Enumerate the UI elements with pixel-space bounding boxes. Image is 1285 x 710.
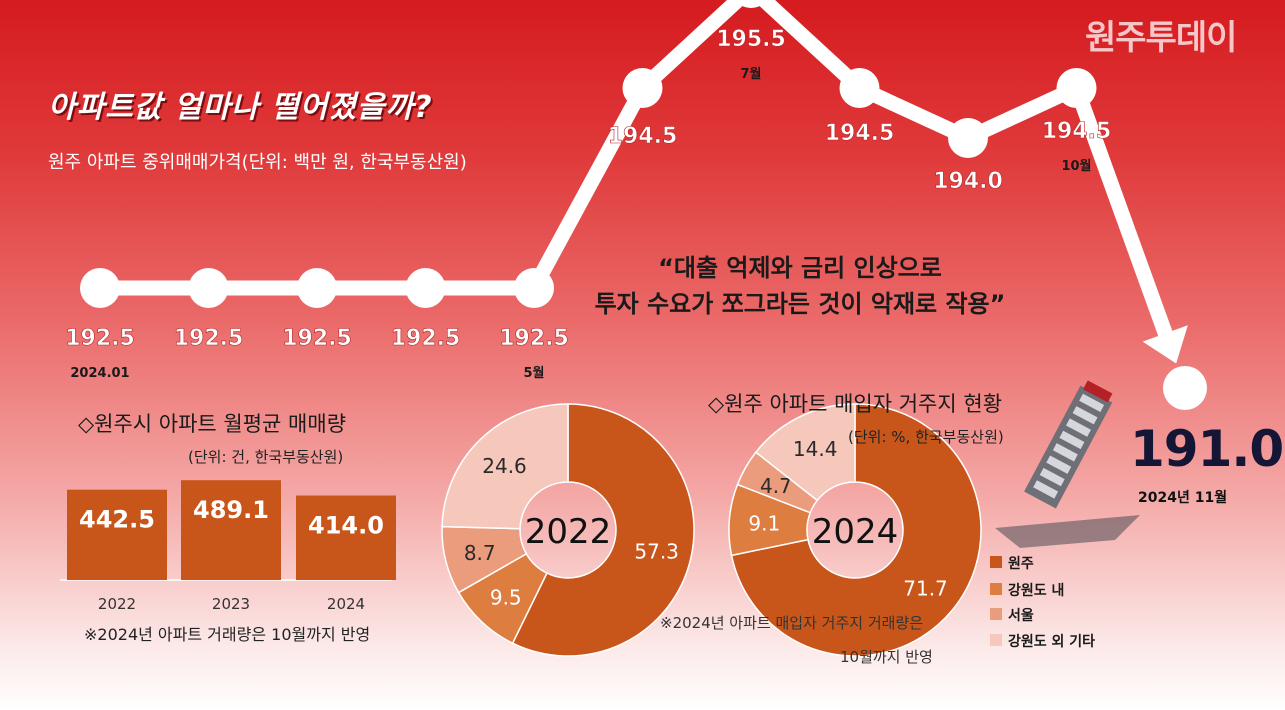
building-window <box>1046 455 1072 474</box>
donut-value-label: 4.7 <box>760 474 792 498</box>
donut-chart-note-line-2: 10월까지 반영 <box>840 648 933 666</box>
price-value-label: 194.5 <box>608 124 678 149</box>
price-value-label: 192.5 <box>174 326 244 351</box>
bar-value-label: 442.5 <box>79 506 155 534</box>
price-point <box>514 268 554 308</box>
headline: 아파트값 얼마나 떨어졌을까? <box>48 90 433 125</box>
quote-line-1: “대출 억제와 금리 인상으로 <box>658 254 942 282</box>
donut-slice-2024 <box>754 403 856 502</box>
legend-label: 강원도 내 <box>1008 583 1065 599</box>
donut-slice-2022 <box>441 403 569 530</box>
bar-category-label: 2023 <box>212 595 250 613</box>
legend-swatch <box>990 608 1002 620</box>
price-drop-arrowhead <box>1142 325 1188 364</box>
bar-chart-unit: (단위: 건, 한국부동산원) <box>188 448 344 466</box>
bar-2023 <box>181 480 281 580</box>
price-point <box>1056 68 1097 108</box>
price-point <box>839 68 880 108</box>
latest-price-date: 2024년 11월 <box>1138 490 1228 506</box>
donut-value-label: 24.6 <box>482 454 527 478</box>
donut-value-label: 57.3 <box>634 540 679 564</box>
price-point <box>735 0 767 8</box>
price-point <box>80 268 120 308</box>
bar-category-label: 2022 <box>98 595 136 613</box>
quote-line-2: 투자 수요가 쪼그라든 것이 악재로 작용” <box>594 290 1006 318</box>
bar-2022 <box>67 489 167 580</box>
donut-center-label: 2024 <box>812 512 899 552</box>
price-value-label: 194.5 <box>1042 119 1112 144</box>
legend-swatch <box>990 583 1002 595</box>
donut-value-label: 14.4 <box>793 437 838 461</box>
price-month-label: 7월 <box>740 66 761 82</box>
donut-value-label: 9.1 <box>748 511 780 535</box>
building-window <box>1039 467 1065 487</box>
donut-value-label: 8.7 <box>464 541 496 565</box>
donut-slice-2022 <box>511 403 695 657</box>
building-window <box>1033 480 1059 499</box>
legend-label: 원주 <box>1008 556 1034 572</box>
building-shadow <box>995 515 1140 548</box>
latest-price-value: 191.0 <box>1130 420 1284 478</box>
bar-2024 <box>296 495 396 580</box>
donut-chart-title: ◇원주 아파트 매입자 거주지 현황 <box>708 392 1003 416</box>
bar-chart-title: ◇원주시 아파트 월평균 매매량 <box>78 412 347 436</box>
bar-category-label: 2024 <box>327 595 365 613</box>
price-point <box>622 68 663 108</box>
donut-chart-note-line-1: ※2024년 아파트 매입자 거주지 거래량은 <box>660 614 924 632</box>
price-value-label: 192.5 <box>65 326 135 351</box>
price-point <box>297 268 337 308</box>
bar-value-label: 414.0 <box>308 512 384 540</box>
legend-label: 강원도 외 기타 <box>1008 634 1096 650</box>
price-drop-line <box>1069 80 1173 341</box>
legend-label: 서울 <box>1008 608 1034 624</box>
legend-swatch <box>990 556 1002 568</box>
price-value-label: 195.5 <box>716 27 786 52</box>
price-value-label: 192.5 <box>391 326 461 351</box>
price-point <box>1163 366 1207 410</box>
legend-swatch <box>990 634 1002 646</box>
price-point <box>948 118 988 158</box>
building-window <box>1066 418 1091 437</box>
donut-chart-unit: (단위: %, 한국부동산원) <box>848 428 1004 446</box>
building-window <box>1052 443 1078 462</box>
price-point <box>405 268 446 308</box>
price-value-label: 192.5 <box>282 326 352 351</box>
price-month-label: 2024.01 <box>70 366 129 381</box>
price-point <box>188 268 229 308</box>
bar-value-label: 489.1 <box>193 496 269 524</box>
donut-slice-2024 <box>730 403 982 657</box>
building-window <box>1079 393 1105 413</box>
line-chart-subtitle: 원주 아파트 중위매매가격(단위: 백만 원, 한국부동산원) <box>48 152 467 173</box>
bar-chart-note: ※2024년 아파트 거래량은 10월까지 반영 <box>84 625 371 644</box>
donut-value-label: 71.7 <box>903 577 948 601</box>
watermark-logo: 원주투데이 <box>1085 18 1237 58</box>
price-value-label: 192.5 <box>499 326 569 351</box>
building-window <box>1059 430 1085 450</box>
falling-building-icon <box>1024 380 1113 509</box>
building-window <box>1072 406 1098 425</box>
donut-center-label: 2022 <box>525 512 612 552</box>
price-month-label: 5월 <box>523 365 544 381</box>
building-roof <box>1083 380 1113 403</box>
donut-value-label: 9.5 <box>490 585 522 609</box>
price-month-label: 10월 <box>1061 158 1091 174</box>
price-value-label: 194.0 <box>933 169 1003 194</box>
price-value-label: 194.5 <box>825 121 895 146</box>
price-line <box>92 0 1084 296</box>
